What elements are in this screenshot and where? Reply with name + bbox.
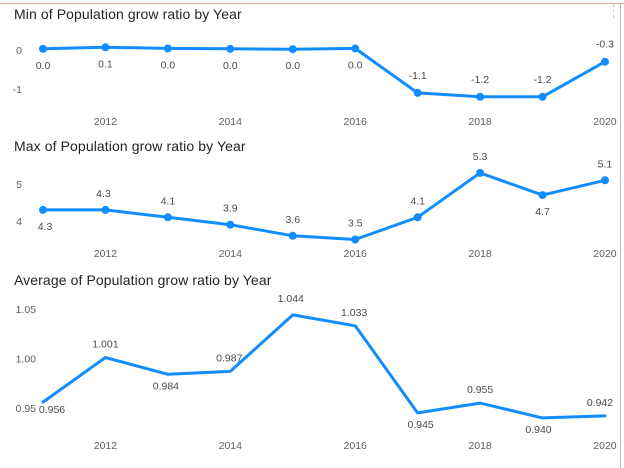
data-point xyxy=(288,45,297,54)
top-divider xyxy=(0,3,624,4)
data-label: 1.001 xyxy=(92,339,118,351)
data-label: -1.1 xyxy=(409,70,427,82)
data-label: 4.1 xyxy=(161,195,176,207)
visual-corner-marker xyxy=(613,4,617,18)
data-label: 1.033 xyxy=(341,307,367,319)
data-label: 3.6 xyxy=(285,214,300,226)
data-point xyxy=(538,92,547,101)
data-label: 0.987 xyxy=(216,352,242,364)
data-point xyxy=(600,176,609,185)
data-label: 0.0 xyxy=(285,60,300,72)
data-point xyxy=(538,191,547,200)
x-tick-label: 2016 xyxy=(344,116,368,128)
data-point xyxy=(101,205,110,214)
data-label: 0.955 xyxy=(467,384,493,396)
x-tick-label: 2012 xyxy=(94,116,118,128)
data-label: 0.0 xyxy=(161,59,176,71)
x-tick-label: 2016 xyxy=(344,248,368,260)
data-point xyxy=(39,44,47,53)
data-label: 3.9 xyxy=(223,203,238,215)
x-tick-label: 2018 xyxy=(468,116,492,128)
data-point xyxy=(101,43,110,52)
x-tick-label: 2012 xyxy=(94,440,118,452)
x-tick-label: 2014 xyxy=(219,116,243,128)
y-tick-label: 5 xyxy=(16,179,22,191)
x-tick-label: 2018 xyxy=(468,248,492,260)
data-label: 3.5 xyxy=(348,218,363,230)
data-label: -1.2 xyxy=(471,74,489,86)
chart-title-average: Average of Population grow ratio by Year xyxy=(14,272,272,288)
data-point xyxy=(226,44,235,53)
data-point xyxy=(351,44,360,53)
chart-title-max: Max of Population grow ratio by Year xyxy=(14,138,246,154)
data-point xyxy=(226,220,235,229)
chart-title-min: Min of Population grow ratio by Year xyxy=(14,6,242,22)
data-label: 0.940 xyxy=(525,424,551,436)
y-tick-label: 0.95 xyxy=(16,403,37,415)
x-tick-label: 2012 xyxy=(94,248,118,260)
series-line xyxy=(41,171,607,241)
data-point xyxy=(476,168,485,177)
y-tick-label: -1 xyxy=(13,84,22,96)
x-tick-label: 2018 xyxy=(468,440,492,452)
x-tick-label: 2020 xyxy=(593,116,617,128)
data-label: 4.3 xyxy=(96,188,111,200)
y-tick-label: 0 xyxy=(16,45,22,57)
data-label: 0.945 xyxy=(407,419,433,431)
y-tick-label: 1.00 xyxy=(16,354,37,366)
data-point xyxy=(288,231,297,240)
right-border xyxy=(620,4,621,468)
data-point xyxy=(413,213,422,222)
x-tick-label: 2020 xyxy=(593,440,617,452)
data-label: -0.3 xyxy=(596,39,614,51)
data-label: 0.984 xyxy=(153,380,179,392)
y-tick-label: 4 xyxy=(16,216,22,228)
x-tick-label: 2020 xyxy=(593,248,617,260)
data-label: -1.2 xyxy=(533,74,551,86)
data-label: 0.0 xyxy=(348,59,363,71)
data-point xyxy=(476,92,485,101)
data-label: 5.1 xyxy=(598,158,613,170)
data-point xyxy=(39,205,47,214)
x-tick-label: 2014 xyxy=(219,440,243,452)
data-point xyxy=(600,57,609,66)
data-label: 0.0 xyxy=(223,60,238,72)
data-point xyxy=(351,235,360,244)
data-label: 4.3 xyxy=(38,221,53,233)
data-label: 1.044 xyxy=(278,293,304,305)
data-label: 0.956 xyxy=(39,404,65,416)
x-tick-label: 2014 xyxy=(219,248,243,260)
data-label: 4.1 xyxy=(410,195,425,207)
y-tick-label: 1.05 xyxy=(16,304,37,316)
data-point xyxy=(163,44,172,53)
data-label: 0.942 xyxy=(587,397,613,409)
data-point xyxy=(163,213,172,222)
data-label: 0.0 xyxy=(36,60,51,72)
x-tick-label: 2016 xyxy=(344,440,368,452)
data-label: 5.3 xyxy=(473,151,488,163)
series-line xyxy=(41,45,607,99)
data-point xyxy=(413,88,422,97)
data-label: 0.1 xyxy=(98,58,113,70)
data-label: 4.7 xyxy=(535,206,550,218)
series-line xyxy=(41,313,607,420)
